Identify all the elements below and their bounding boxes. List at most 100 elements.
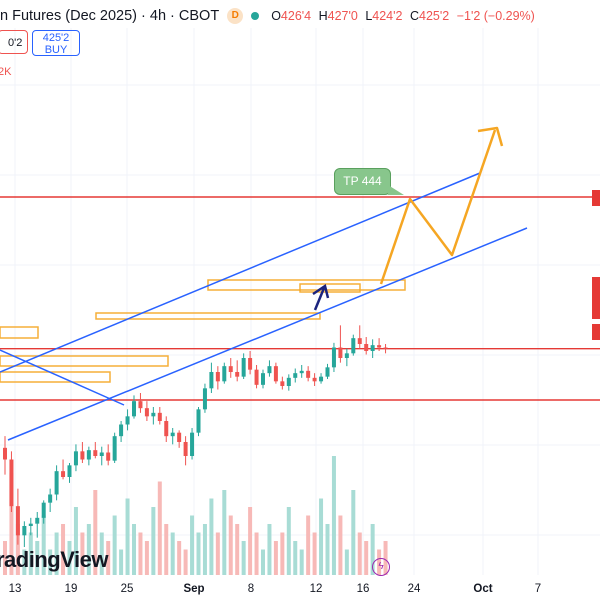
- market-status-dot: [251, 12, 260, 20]
- volume-bar: [202, 524, 207, 575]
- candle-body: [357, 338, 362, 344]
- volume-bar: [9, 473, 14, 575]
- volume-bar: [93, 490, 98, 575]
- candle-body: [112, 436, 117, 461]
- candle-body: [351, 338, 356, 354]
- candle-body: [48, 494, 53, 503]
- candle-body: [235, 372, 240, 377]
- sell-button[interactable]: [0, 30, 28, 54]
- x-tick-label: 19: [64, 583, 78, 595]
- candle-body: [325, 367, 330, 377]
- volume-bar: [280, 532, 285, 575]
- tp-callout[interactable]: TP 444: [334, 168, 404, 195]
- symbol-title[interactable]: n Futures (Dec 2025) · 4h · CBOT: [0, 8, 220, 24]
- candle-body: [331, 347, 336, 368]
- volume-bar: [325, 524, 330, 575]
- candle-body: [202, 388, 207, 410]
- volume-bar: [235, 524, 240, 575]
- volume-bar: [54, 532, 59, 575]
- volume-bar: [112, 515, 117, 575]
- candle-body: [106, 452, 111, 461]
- volume-bar: [99, 532, 104, 575]
- volume-bar: [312, 532, 317, 575]
- supply-demand-zone: [0, 371, 111, 383]
- chart-header: n Futures (Dec 2025) · 4h · CBOT D O426'…: [0, 6, 539, 26]
- volume-bar: [177, 541, 182, 575]
- supply-demand-zone: [0, 326, 39, 339]
- volume-bar: [67, 541, 72, 575]
- channel-lower-line: [7, 227, 528, 441]
- projection-arrowhead: [477, 126, 504, 147]
- volume-bar: [196, 532, 201, 575]
- candle-body: [215, 372, 220, 382]
- volume-bar: [48, 549, 53, 575]
- tradingview-logo: radingView: [0, 547, 108, 572]
- candle-body: [183, 442, 188, 456]
- volume-bar: [338, 515, 343, 575]
- volume-bar: [28, 532, 33, 575]
- volume-bar: [344, 549, 349, 575]
- x-tick-label: 13: [8, 583, 22, 595]
- volume-bar: [119, 549, 124, 575]
- volume-bar: [3, 541, 7, 575]
- volume-bar: [261, 549, 265, 575]
- candle-body: [190, 432, 195, 456]
- candle-body: [67, 465, 72, 477]
- x-tick-label: 25: [120, 583, 134, 595]
- x-tick-label: 16: [356, 583, 370, 595]
- candle-body: [151, 412, 156, 417]
- candle-body: [299, 370, 304, 374]
- supply-demand-zone: [299, 283, 361, 293]
- supply-demand-zone: [207, 279, 406, 291]
- volume-bar: [138, 532, 143, 575]
- x-tick-label: 8: [247, 583, 255, 595]
- volume-bar: [383, 541, 388, 575]
- candle-body: [119, 424, 124, 437]
- candle-body: [209, 372, 214, 389]
- projection-path: [379, 129, 497, 285]
- candle-body: [344, 353, 349, 358]
- candle-body: [261, 373, 265, 385]
- candle-body: [280, 381, 285, 386]
- candle-body: [86, 450, 91, 460]
- volume-bar: [35, 541, 40, 575]
- candle-body: [144, 408, 149, 417]
- lightning-icon[interactable]: ϟ: [372, 558, 390, 576]
- volume-bar: [41, 515, 46, 575]
- volume-value: 2K: [0, 66, 12, 78]
- volume-bar: [190, 515, 195, 575]
- candle-body: [3, 447, 7, 460]
- volume-bar: [183, 549, 188, 575]
- volume-bar: [357, 532, 362, 575]
- candle-body: [254, 369, 259, 385]
- volume-bar: [144, 541, 149, 575]
- volume-bar: [80, 532, 85, 575]
- volume-bar: [331, 456, 336, 575]
- candle-body: [312, 377, 317, 382]
- candle-body: [273, 366, 278, 382]
- candle-body: [267, 366, 272, 374]
- volume-bar: [132, 524, 136, 575]
- candle-body: [41, 502, 46, 518]
- volume-bar: [215, 532, 220, 575]
- volume-bar: [254, 532, 259, 575]
- buy-price: 425'2: [42, 32, 70, 44]
- candle-body: [319, 376, 324, 382]
- candle-body: [228, 366, 233, 372]
- price-label-marker: [592, 190, 600, 206]
- x-tick-label: 7: [534, 583, 542, 595]
- volume-bar: [267, 524, 272, 575]
- buy-button[interactable]: 425'2 BUY: [32, 30, 80, 56]
- breakout-arrow: [313, 287, 326, 311]
- ohlc-readout: O426'4 H427'0 L424'2 C425'2 −1'2 (−0.29%…: [271, 9, 535, 23]
- candle-body: [93, 450, 98, 456]
- channel-upper-line: [0, 172, 481, 373]
- volume-bar: [164, 524, 169, 575]
- x-tick-label: 24: [407, 583, 421, 595]
- candle-body: [73, 451, 78, 466]
- volume-bar: [273, 541, 278, 575]
- breakout-arrowhead: [312, 283, 330, 299]
- volume-bar: [106, 541, 111, 575]
- buy-label: BUY: [44, 44, 68, 56]
